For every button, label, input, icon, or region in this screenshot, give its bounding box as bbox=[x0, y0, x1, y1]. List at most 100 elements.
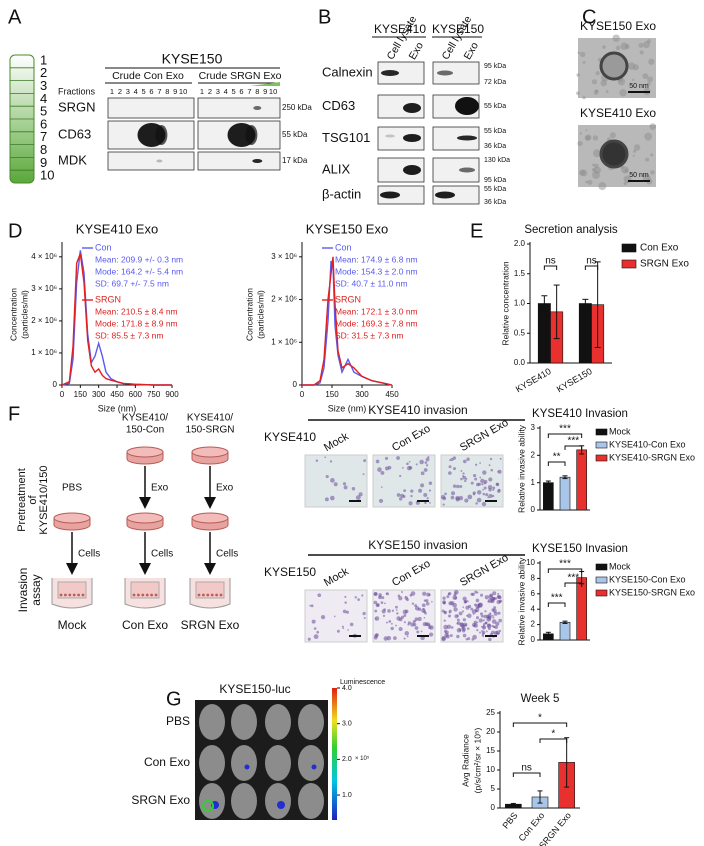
condition-label: Mock bbox=[58, 618, 88, 632]
cell-stain bbox=[351, 487, 356, 491]
cell-stain bbox=[482, 488, 485, 491]
cell-stain bbox=[494, 597, 498, 600]
cell-stain bbox=[450, 495, 455, 500]
tem-grain bbox=[577, 140, 583, 147]
band bbox=[403, 103, 421, 113]
side-label: of bbox=[27, 494, 39, 504]
treatment-label: PBS bbox=[62, 483, 82, 494]
cell-stain bbox=[478, 618, 483, 623]
legend-label: Con Exo bbox=[640, 243, 679, 254]
y-axis-label: Concentration bbox=[244, 288, 254, 341]
y-tick-label: 0 bbox=[491, 803, 496, 812]
cell-stain bbox=[486, 623, 492, 629]
fraction-number: 8 bbox=[255, 87, 259, 96]
mouse bbox=[298, 745, 324, 781]
cell-stain bbox=[484, 610, 487, 613]
significance-label: *** bbox=[567, 573, 579, 584]
cell-stain bbox=[397, 594, 401, 598]
side-label: Invasion bbox=[16, 568, 30, 613]
tube-number: 2 bbox=[40, 65, 47, 80]
tem-grain bbox=[609, 132, 616, 139]
size-label: 95 kDa bbox=[484, 177, 506, 184]
cell-stain bbox=[456, 634, 460, 639]
cell-stain bbox=[497, 611, 501, 615]
cell bbox=[197, 593, 201, 597]
y-tick-label: 3 × 10⁶ bbox=[31, 284, 57, 293]
legend-label: KYSE410-Con Exo bbox=[609, 439, 686, 449]
cell-stain bbox=[410, 622, 415, 627]
tem-grain bbox=[584, 135, 591, 141]
band bbox=[403, 165, 421, 175]
cell-stain bbox=[373, 635, 378, 640]
y-tick-label: 1 × 10⁶ bbox=[271, 337, 297, 346]
cell-stain bbox=[381, 596, 385, 600]
cell-stain bbox=[495, 482, 500, 487]
cell-stain bbox=[443, 624, 449, 630]
cell-stain bbox=[461, 610, 465, 613]
cell-stain bbox=[476, 591, 479, 594]
band bbox=[403, 134, 421, 142]
cell-stain bbox=[362, 473, 365, 476]
cell-stain bbox=[498, 488, 501, 492]
cell-stain bbox=[384, 456, 389, 460]
cell-stain bbox=[325, 474, 329, 479]
mouse bbox=[298, 704, 324, 740]
cell-stain bbox=[313, 627, 317, 630]
tube-number: 6 bbox=[40, 116, 47, 131]
cell-stain bbox=[354, 596, 357, 599]
blot-title: KYSE150 bbox=[162, 51, 223, 67]
cell-stain bbox=[446, 624, 452, 629]
invasion-image bbox=[304, 589, 368, 643]
tem-grain bbox=[576, 91, 580, 96]
size-label: 36 kDa bbox=[484, 199, 506, 206]
cell-stain bbox=[478, 482, 482, 486]
fraction-number: 6 bbox=[149, 87, 153, 96]
cell bbox=[81, 593, 85, 597]
significance-label: ns bbox=[545, 256, 556, 267]
bar bbox=[559, 621, 571, 641]
significance-bracket bbox=[584, 265, 599, 270]
cell-stain bbox=[445, 634, 450, 639]
cell bbox=[68, 593, 72, 597]
cell-stain bbox=[493, 626, 496, 628]
cell-stain bbox=[476, 629, 479, 632]
band bbox=[253, 106, 262, 110]
x-tick-label: 150 bbox=[74, 390, 88, 399]
band bbox=[252, 159, 263, 163]
cell-stain bbox=[458, 495, 464, 501]
blot-label: CD63 bbox=[322, 98, 355, 113]
chart-title: Secretion analysis bbox=[524, 224, 618, 236]
x-tick-label: 0 bbox=[300, 390, 305, 399]
significance-bracket bbox=[543, 265, 558, 270]
tem-grain bbox=[645, 157, 650, 162]
bar bbox=[578, 303, 592, 364]
cell-stain bbox=[459, 485, 463, 488]
cell-stain bbox=[462, 596, 467, 601]
cell bbox=[59, 593, 63, 597]
cell-stain bbox=[429, 632, 434, 637]
cell-stain bbox=[404, 596, 408, 600]
cell-stain bbox=[408, 460, 411, 463]
size-label: 36 kDa bbox=[484, 143, 506, 150]
cell-stain bbox=[456, 627, 462, 633]
stat-label: Mode: 171.8 ± 8.9 nm bbox=[95, 318, 178, 328]
signal bbox=[244, 764, 250, 770]
section-title: KYSE410 invasion bbox=[368, 403, 467, 417]
cell-stain bbox=[458, 611, 463, 616]
y-tick-label: 10 bbox=[486, 765, 495, 774]
cell-stain bbox=[482, 619, 485, 622]
cell-stain bbox=[466, 600, 469, 603]
tem-grain bbox=[632, 64, 639, 71]
chart-title: KYSE410 Invasion bbox=[532, 408, 628, 420]
source-label: 150-Con bbox=[126, 425, 164, 436]
cell-stain bbox=[363, 459, 367, 463]
bar bbox=[559, 476, 571, 511]
cell bbox=[206, 593, 210, 597]
tem-grain bbox=[582, 96, 586, 100]
cell-stain bbox=[461, 626, 465, 630]
signal bbox=[311, 764, 317, 770]
cell-stain bbox=[462, 475, 467, 480]
legend-swatch bbox=[595, 441, 608, 449]
cell-stain bbox=[456, 622, 459, 625]
cell-stain bbox=[462, 459, 467, 464]
